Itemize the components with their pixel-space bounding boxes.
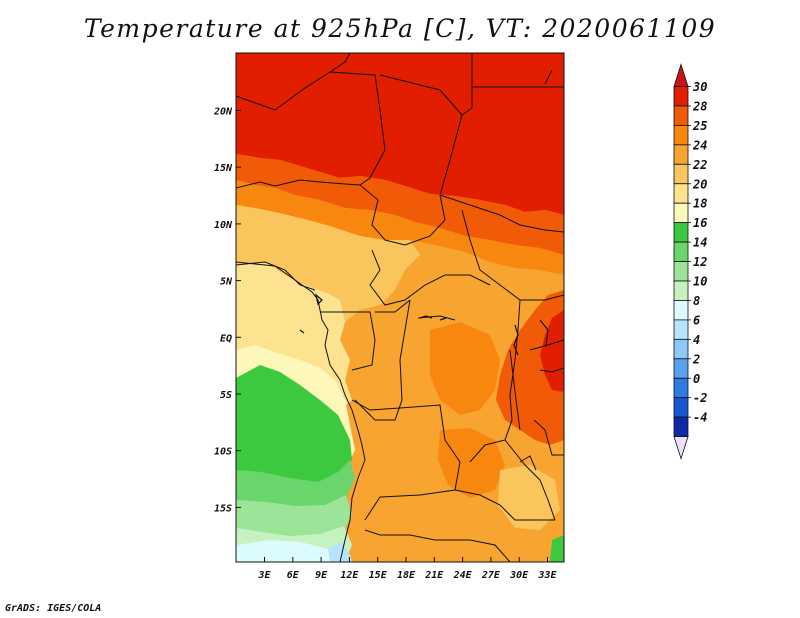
colorbar-swatch	[673, 377, 689, 399]
lon-tick-label: 12E	[340, 570, 359, 581]
lat-tick-label: 20N	[213, 107, 233, 118]
lon-tick-label: 30E	[509, 570, 529, 581]
colorbar-swatch	[673, 125, 689, 146]
colorbar-label: 8	[693, 294, 700, 308]
lon-tick-label: 6E	[287, 570, 300, 581]
colorbar-swatch	[673, 319, 689, 340]
colorbar-label: 25	[692, 119, 707, 133]
colorbar-swatch	[673, 300, 689, 321]
colorbar-swatch	[673, 222, 689, 243]
field-25-28-north	[236, 154, 564, 255]
field-10-12	[236, 495, 352, 540]
grads-credit: GrADS: IGES/COLA	[5, 603, 102, 614]
lon-tick-label: 27E	[481, 570, 501, 581]
lon-tick-label: 18E	[397, 570, 416, 581]
map-frame	[235, 52, 565, 563]
lat-tick-label: EQ	[220, 333, 232, 344]
country-borders	[236, 53, 564, 562]
field-14-16	[236, 365, 352, 488]
colorbar-swatch	[673, 261, 689, 282]
field-12-14	[236, 460, 355, 510]
field-6-8	[236, 540, 345, 562]
lat-tick-label: 5N	[220, 277, 233, 288]
colorbar-label: 12	[693, 255, 707, 269]
lon-tick-label: 9E	[315, 570, 328, 581]
colorbar-top-arrow	[673, 63, 689, 87]
lat-tick-label: 5S	[220, 390, 232, 401]
colorbar-swatch	[673, 416, 689, 437]
lon-tick-label: 3E	[257, 570, 271, 581]
colorbar-swatch	[673, 163, 689, 185]
lat-tick-label: 15S	[214, 503, 232, 514]
lon-tick-label: 21E	[424, 570, 444, 581]
colorbar-swatch	[673, 358, 689, 379]
colorbar-swatch	[673, 86, 689, 107]
colorbar-label: 0	[693, 372, 700, 386]
lat-tick-label: 10S	[214, 447, 232, 458]
colorbar-swatch	[673, 241, 689, 262]
colorbar-label: 16	[693, 216, 707, 230]
latitude-axis: 20N 15N 10N 5N EQ 5S 10S 15S	[213, 107, 241, 514]
colorbar-label: 6	[693, 313, 700, 327]
field-22-24-southeast	[498, 465, 560, 530]
lon-tick-label: 15E	[369, 570, 388, 581]
colorbar-label: 22	[692, 158, 707, 172]
field-24-25-south	[438, 428, 505, 498]
colorbar-swatch	[673, 183, 689, 204]
colorbar-swatch	[673, 397, 689, 418]
lon-tick-label: 33E	[537, 570, 557, 581]
lon-tick-label: 24E	[453, 570, 473, 581]
colorbar-bottom-arrow	[673, 436, 689, 460]
field-24-25-north	[236, 180, 564, 275]
colorbar-swatch	[673, 105, 689, 126]
field-14-16-southeast	[550, 535, 564, 562]
colorbar-label: 18	[693, 197, 707, 211]
field-4-6	[328, 542, 352, 562]
field-24-25-central	[430, 322, 500, 415]
colorbar-swatch	[673, 280, 689, 301]
colorbar-label: 30	[692, 80, 707, 94]
longitude-axis: 3E 6E 9E 12E 15E 18E 21E 24E 27E 30E 33E	[257, 557, 558, 581]
colorbar-label: -4	[693, 411, 707, 425]
colorbar-swatch	[673, 338, 689, 360]
plot-title: Temperature at 925hPa [C], VT: 202006110…	[83, 14, 717, 43]
coastline	[236, 261, 366, 562]
field-28-30-north	[236, 53, 564, 215]
colorbar-swatch	[673, 144, 689, 165]
colorbar-label: 2	[692, 352, 700, 366]
colorbar-label: 10	[693, 275, 707, 289]
colorbar-swatch	[673, 202, 689, 224]
colorbar-label: 20	[692, 177, 707, 191]
lat-tick-label: 10N	[214, 220, 233, 231]
colorbar-label: 14	[693, 236, 707, 250]
lat-tick-label: 15N	[214, 163, 233, 174]
colorbar-label: -2	[693, 391, 707, 405]
colorbar-label: 24	[692, 138, 707, 152]
lakes	[299, 293, 549, 356]
colorbar-label: 28	[692, 99, 707, 113]
colorbar-label: 4	[693, 333, 700, 347]
